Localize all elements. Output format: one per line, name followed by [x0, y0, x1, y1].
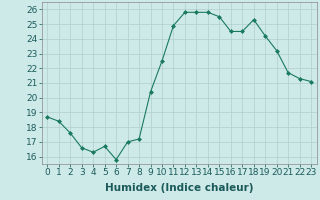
- X-axis label: Humidex (Indice chaleur): Humidex (Indice chaleur): [105, 183, 253, 193]
